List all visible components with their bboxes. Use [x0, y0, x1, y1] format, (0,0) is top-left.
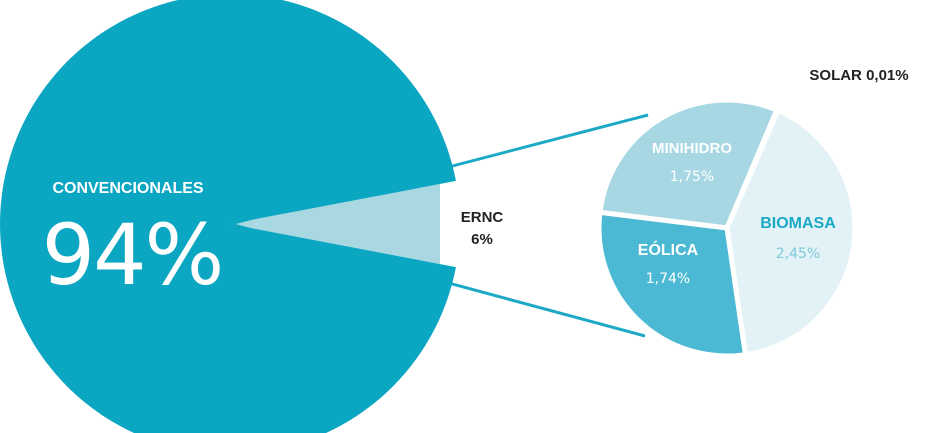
ernc-slice [230, 183, 440, 264]
biomasa-value: 2,45% [776, 246, 820, 262]
minihidro-value: 1,75% [670, 169, 714, 185]
convencionales-slice [0, 0, 456, 433]
breakdown-pie [596, 97, 858, 359]
convencionales-label: CONVENCIONALES [52, 180, 203, 197]
minihidro-slice [597, 97, 780, 231]
eolica-value: 1,74% [646, 271, 690, 287]
biomasa-label: BIOMASA [760, 215, 836, 232]
main-pie [0, 0, 456, 433]
minihidro-label: MINIHIDRO [652, 140, 732, 157]
ernc-value: 6% [471, 231, 493, 248]
solar-label: SOLAR 0,01% [809, 67, 908, 84]
biomasa-slice [724, 108, 858, 358]
convencionales-value: 94% [42, 206, 223, 304]
eolica-label: EÓLICA [638, 240, 699, 259]
ernc-label: ERNC [461, 209, 504, 226]
eolica-slice [596, 209, 748, 359]
